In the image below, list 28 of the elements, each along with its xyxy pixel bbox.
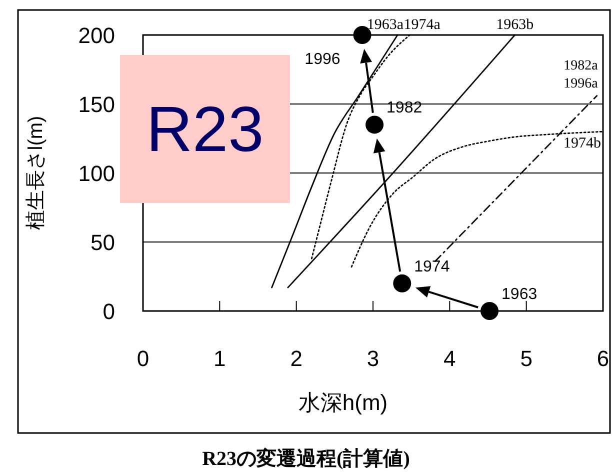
text: R23の変遷過程(計算値) (202, 447, 410, 470)
annotation: 1996a (564, 76, 599, 92)
series-label: 1963a (366, 17, 404, 33)
x-tick-label: 0 (136, 346, 150, 371)
y-tick-label: 50 (90, 230, 115, 255)
series-label: 1974b (564, 136, 601, 152)
y-tick-label: 200 (78, 23, 115, 48)
x-tick-label: 4 (444, 346, 456, 371)
x-tick-label: 6 (596, 346, 610, 371)
x-tick-label: 3 (366, 346, 380, 371)
y-tick-label: 0 (102, 299, 115, 324)
y-tick-label: 150 (78, 92, 115, 117)
annotation: R23 (146, 93, 264, 165)
series-label: 1982a (564, 58, 599, 74)
annotation: 1963 (502, 286, 538, 303)
point (480, 302, 499, 320)
series-label: 1963b (496, 17, 534, 33)
annotation: 1996 (304, 51, 340, 68)
y-axis-title: 植生長さl(m) (25, 116, 47, 230)
y-tick-label: 100 (78, 161, 115, 186)
point (393, 274, 412, 292)
series-label: 1974a (404, 17, 441, 33)
x-tick-label: 5 (520, 346, 532, 371)
x-axis-title: 水深h(m) (298, 390, 388, 415)
x-tick-label: 2 (290, 346, 302, 371)
annotation: 1974 (414, 258, 450, 276)
x-tick-label: 1 (214, 346, 226, 371)
point (366, 116, 384, 134)
